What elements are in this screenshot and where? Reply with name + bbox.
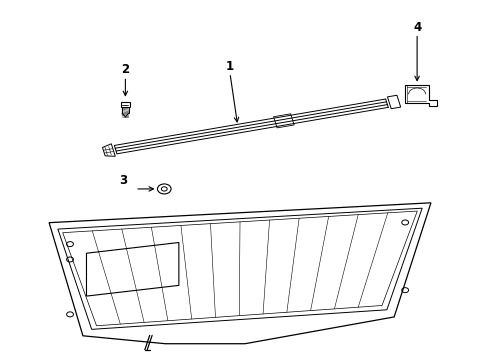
Text: 3: 3	[119, 174, 127, 187]
Text: 4: 4	[412, 21, 420, 33]
Text: 1: 1	[225, 60, 233, 73]
Text: 2: 2	[121, 63, 129, 76]
